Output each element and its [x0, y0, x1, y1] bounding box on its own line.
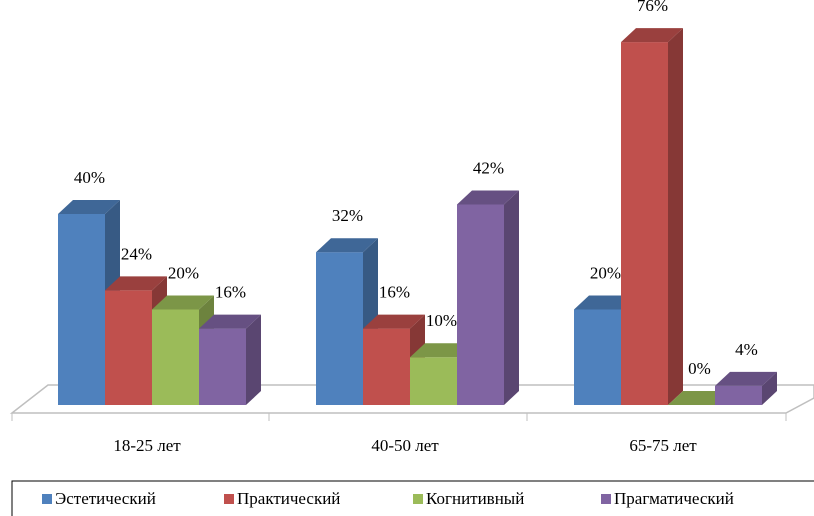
x-tick-label: 65-75 лет: [629, 436, 697, 455]
bar-top: [316, 238, 378, 253]
bar: [316, 252, 363, 405]
legend-swatch: [601, 494, 611, 504]
bar: [715, 385, 762, 405]
bar: [363, 328, 410, 405]
bar: [621, 42, 668, 405]
data-label: 4%: [735, 340, 758, 359]
data-label: 32%: [332, 206, 363, 225]
bar-top: [152, 295, 214, 310]
legend-label: Прагматический: [614, 489, 734, 508]
bar: [457, 204, 504, 405]
bar-side: [762, 371, 777, 405]
bar-top: [457, 190, 519, 205]
floor: [9, 384, 814, 414]
bar-top: [58, 200, 120, 214]
data-label: 42%: [473, 158, 504, 177]
data-label: 10%: [426, 311, 457, 330]
x-tick-label: 18-25 лет: [113, 436, 181, 455]
bar-top: [668, 391, 730, 405]
bar: [574, 309, 621, 405]
data-label: 20%: [168, 263, 199, 282]
bar-top: [574, 295, 636, 310]
bar-top: [199, 314, 261, 329]
bar-top: [363, 314, 425, 329]
bar-side: [504, 190, 519, 405]
legend-label: Практический: [237, 489, 340, 508]
data-label: 40%: [74, 168, 105, 187]
bar: [199, 328, 246, 405]
bar: [410, 357, 457, 405]
bar-top: [410, 343, 472, 358]
bar-side: [246, 314, 261, 405]
legend-swatch: [224, 494, 234, 504]
bar: [105, 290, 152, 405]
data-label: 20%: [590, 263, 621, 282]
data-label: 76%: [637, 0, 668, 15]
bar-top: [105, 276, 167, 291]
legend-label: Эстетический: [55, 489, 156, 508]
data-label: 0%: [688, 359, 711, 378]
bar-top: [621, 28, 683, 43]
data-label: 16%: [215, 283, 246, 302]
x-tick-label: 40-50 лет: [371, 436, 439, 455]
data-label: 16%: [379, 283, 410, 302]
bar-side: [668, 28, 683, 405]
legend-label: Когнитивный: [426, 489, 524, 508]
bar-top: [715, 371, 777, 386]
data-label: 24%: [121, 244, 152, 263]
bar: [152, 309, 199, 405]
legend-swatch: [42, 494, 52, 504]
legend-swatch: [413, 494, 423, 504]
bar: [58, 214, 105, 405]
